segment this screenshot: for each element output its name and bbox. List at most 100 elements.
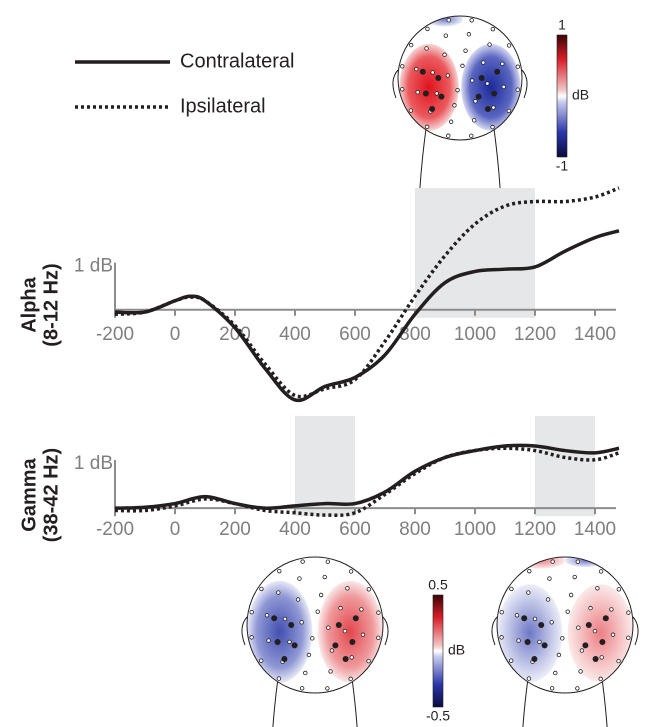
- electrode: [598, 676, 603, 682]
- head-outline: [496, 556, 634, 694]
- y-axis-label: (38-42 Hz): [40, 448, 62, 542]
- legend-label: Contralateral: [180, 50, 295, 72]
- electrode: [549, 620, 554, 625]
- electrode: [487, 42, 492, 47]
- electrode: [445, 73, 451, 78]
- electrode: [400, 64, 405, 69]
- y-axis-label: Gamma: [18, 457, 40, 531]
- electrode: [473, 99, 478, 104]
- electrode: [338, 605, 343, 611]
- y-tick-label: 1 dB: [74, 453, 113, 474]
- electrode: [299, 686, 305, 691]
- electrode: [626, 610, 631, 615]
- electrode: [515, 64, 521, 69]
- ear: [521, 69, 528, 99]
- electrode-selected: [274, 639, 281, 645]
- x-tick-label: 800: [399, 519, 431, 540]
- legend: Contralateral Ipsilateral: [75, 50, 295, 117]
- topo-blob: [247, 580, 313, 683]
- electrode: [425, 26, 430, 32]
- x-tick-label: -200: [96, 324, 134, 345]
- electrode: [342, 628, 348, 634]
- electrode: [348, 676, 353, 682]
- electrode: [325, 686, 330, 691]
- electrode: [310, 636, 315, 641]
- legend-label: Ipsilateral: [180, 95, 266, 117]
- electrode: [287, 639, 292, 645]
- line-chart: -200 0 200 400 600 800 1000 1200 1400 1 dB Gamma (3…: [18, 416, 620, 542]
- electrode: [266, 638, 271, 643]
- electrode: [249, 635, 254, 640]
- electrode-selected: [281, 656, 288, 662]
- electrode: [414, 66, 419, 72]
- electrode: [466, 32, 472, 37]
- x-tick-label: 1400: [574, 519, 616, 540]
- electrode: [537, 639, 542, 645]
- electrode: [424, 124, 430, 130]
- electrode-selected: [484, 106, 491, 112]
- electrode: [299, 620, 304, 625]
- topo-blob: [317, 580, 383, 683]
- colorbar: [432, 594, 444, 708]
- electrode: [491, 105, 496, 110]
- electrode: [598, 569, 604, 574]
- ear: [491, 616, 498, 646]
- electrode: [448, 119, 454, 124]
- ear: [392, 69, 399, 99]
- electrode: [575, 686, 580, 691]
- x-tick-label: 0: [170, 519, 181, 540]
- ear: [382, 616, 389, 646]
- topo-map: [399, 16, 521, 131]
- electrode: [443, 33, 449, 38]
- electrode: [547, 576, 552, 581]
- electrode: [514, 613, 520, 618]
- neck: [419, 129, 427, 189]
- electrode-selected: [349, 639, 356, 645]
- electrode: [345, 586, 350, 591]
- series-line: [114, 443, 620, 510]
- x-tick-label: 600: [339, 324, 371, 345]
- electrode: [303, 670, 308, 676]
- electrode: [595, 586, 600, 591]
- electrode-selected: [342, 656, 349, 662]
- electrode: [446, 17, 451, 23]
- electrode-selected: [475, 93, 482, 100]
- electrode: [318, 592, 324, 598]
- colorbar-label: dB: [448, 642, 465, 658]
- electrode: [408, 108, 414, 113]
- electrode: [359, 607, 364, 612]
- shaded-window: [535, 416, 595, 517]
- electrode: [516, 638, 521, 643]
- neck: [351, 681, 358, 727]
- electrode-selected: [538, 622, 545, 628]
- electrode: [579, 648, 585, 653]
- series-line: [114, 446, 620, 518]
- electrode-selected: [602, 615, 609, 622]
- electrode: [485, 81, 490, 86]
- x-tick-label: 400: [279, 519, 311, 540]
- electrode: [526, 590, 531, 595]
- electrode: [616, 587, 622, 592]
- electrode: [469, 18, 474, 23]
- electrode-selected: [419, 68, 426, 75]
- neck: [493, 129, 501, 189]
- neck: [601, 681, 608, 727]
- electrode-selected: [524, 639, 531, 645]
- electrode: [415, 89, 420, 95]
- electrode-selected: [291, 642, 298, 649]
- electrode: [326, 625, 331, 630]
- topoplot: [491, 556, 639, 727]
- electrode: [626, 635, 631, 641]
- electrode: [545, 597, 551, 602]
- electrode: [463, 48, 468, 53]
- electrode: [572, 574, 577, 580]
- electrode: [616, 658, 621, 664]
- topoplot: [241, 556, 389, 727]
- shaded-window: [415, 188, 535, 318]
- electrode: [329, 648, 335, 653]
- electrode: [471, 118, 477, 123]
- electrode: [259, 586, 264, 592]
- electrode-selected: [288, 622, 295, 628]
- electrode-selected: [592, 656, 599, 662]
- x-tick-label: 1000: [454, 324, 496, 345]
